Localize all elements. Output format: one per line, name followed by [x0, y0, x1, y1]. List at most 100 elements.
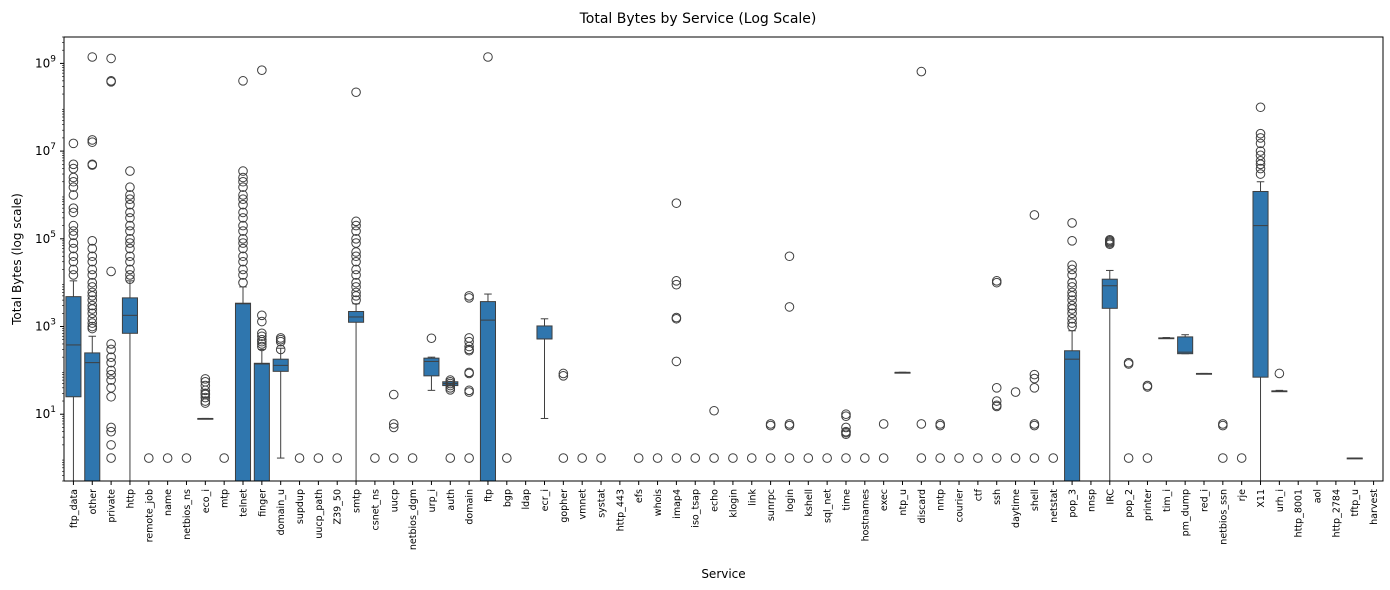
outlier-point	[1029, 210, 1040, 220]
x-tick: netbios_ssn	[1218, 481, 1229, 545]
x-tick-label: aol	[1313, 489, 1324, 503]
x-tick: http_2784	[1331, 481, 1342, 537]
outlier-point	[464, 368, 474, 379]
outlier-point	[1104, 239, 1115, 250]
outlier-point	[709, 453, 719, 463]
x-tick-label: sunrpc	[766, 489, 777, 521]
x-tick-label: harvest	[1369, 489, 1380, 525]
x-tick-label: IRC	[1105, 489, 1116, 505]
outlier-point	[106, 365, 116, 376]
outlier-point	[1067, 277, 1077, 288]
outlier-point	[1274, 368, 1285, 379]
outlier-point	[125, 251, 135, 262]
outlier-point	[87, 236, 98, 246]
service-group-ecr_i	[536, 318, 553, 419]
box-pop_3	[1064, 350, 1081, 482]
outlier-point	[351, 226, 361, 236]
x-tick: ldap	[521, 481, 532, 510]
outlier-point	[125, 199, 135, 210]
x-tick-label: supdup	[295, 489, 306, 524]
box-ecr_i	[536, 325, 553, 340]
outlier-point	[1236, 453, 1247, 463]
y-tick-label: 107	[35, 142, 56, 158]
x-tick: courier	[955, 481, 966, 522]
x-tick-label: telnet	[239, 489, 250, 517]
x-tick: time	[841, 481, 852, 510]
outlier-point	[106, 440, 116, 450]
x-tick-label: printer	[1143, 489, 1154, 521]
x-tick-label: smtp	[352, 489, 363, 513]
x-tick: ecr_i	[540, 481, 551, 511]
outlier-point	[991, 401, 1002, 412]
outlier-point	[1255, 128, 1266, 139]
x-tick-label: ssh	[992, 489, 1003, 505]
x-tick-label: ldap	[521, 489, 532, 510]
service-group-name	[162, 453, 173, 463]
outlier-point	[68, 176, 79, 187]
service-group-courier	[954, 453, 964, 463]
service-group-mtp	[219, 453, 229, 463]
x-tick-label: domain	[465, 489, 476, 525]
outlier-point	[143, 453, 154, 463]
service-group-ctf	[973, 453, 983, 463]
outlier-point	[257, 65, 267, 75]
outlier-point	[125, 207, 135, 218]
service-group-systat	[596, 453, 606, 463]
outlier-point	[784, 302, 795, 312]
outlier-point	[728, 453, 738, 463]
outlier-point	[87, 291, 98, 301]
x-tick: nntp	[936, 481, 947, 511]
x-tick-label: rje	[1237, 489, 1248, 502]
x-tick-label: time	[841, 489, 852, 511]
outlier-point	[784, 420, 795, 431]
outlier-point	[709, 405, 719, 416]
outlier-point	[68, 190, 79, 200]
outlier-point	[351, 256, 361, 267]
x-tick: imap4	[672, 481, 683, 519]
x-tick: netbios_dgm	[408, 481, 419, 550]
outlier-point	[125, 213, 135, 223]
outlier-point	[1067, 313, 1077, 324]
outlier-point	[238, 238, 248, 248]
x-tick: aol	[1313, 481, 1324, 503]
outlier-point	[388, 453, 399, 463]
outlier-point	[162, 453, 173, 463]
outlier-point	[87, 287, 98, 298]
x-tick-label: uucp_path	[314, 489, 325, 539]
x-tick-label: sql_net	[823, 489, 834, 523]
outlier-point	[803, 453, 814, 463]
x-tick-label: Z39_50	[333, 489, 344, 524]
x-tick: exec	[879, 481, 890, 511]
x-tick-label: courier	[955, 489, 966, 522]
service-group-csnet_ns	[370, 453, 380, 463]
service-group-gopher	[558, 368, 569, 463]
service-group-uucp_path	[313, 453, 324, 463]
x-tick: other	[88, 481, 99, 514]
outlier-point	[238, 213, 248, 223]
x-tick-label: gopher	[559, 489, 570, 523]
outlier-point	[68, 159, 79, 170]
outlier-point	[106, 77, 116, 87]
x-tick-label: shell	[1030, 489, 1041, 511]
outlier-point	[87, 277, 98, 288]
outlier-point	[558, 371, 569, 381]
outlier-point	[238, 182, 248, 193]
outlier-point	[973, 453, 983, 463]
outlier-point	[238, 76, 248, 86]
outlier-point	[784, 251, 795, 262]
service-group-kshell	[803, 453, 814, 463]
outlier-point	[332, 453, 343, 463]
service-group-whois	[652, 453, 663, 463]
outlier-point	[351, 251, 361, 262]
x-tick: auth	[446, 481, 457, 511]
x-tick-label: whois	[653, 489, 664, 516]
outlier-point	[1067, 318, 1077, 328]
service-group-urp_i	[423, 333, 440, 391]
x-tick-label: uucp	[389, 489, 400, 512]
outlier-point	[68, 226, 79, 236]
x-tick: smtp	[352, 481, 363, 513]
outlier-point	[87, 256, 98, 267]
outlier-point	[125, 256, 135, 267]
outlier-point	[106, 53, 116, 64]
outlier-point	[878, 453, 889, 463]
